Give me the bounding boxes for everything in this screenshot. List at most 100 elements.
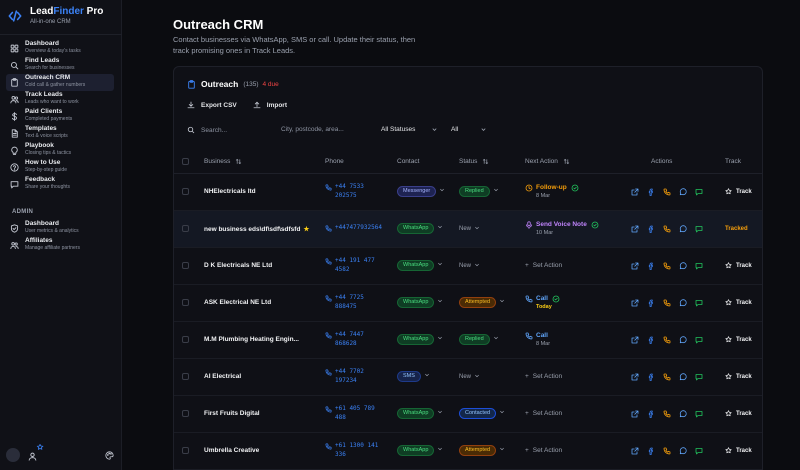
- set-action-button[interactable]: + Set Action: [525, 447, 563, 454]
- palette-icon[interactable]: [105, 451, 114, 460]
- external-link-icon[interactable]: [631, 410, 639, 418]
- message-icon[interactable]: [695, 373, 703, 381]
- contact-method-badge[interactable]: SMS: [397, 371, 421, 382]
- sidebar-item-templates[interactable]: Templates Text & voice scripts: [6, 125, 114, 142]
- phone-icon[interactable]: [663, 373, 671, 381]
- export-csv-button[interactable]: Export CSV: [187, 101, 237, 109]
- facebook-icon[interactable]: [647, 373, 655, 381]
- phone-link[interactable]: +61 1300 141 336: [325, 442, 397, 459]
- message-icon[interactable]: [695, 447, 703, 455]
- location-input[interactable]: City, postcode, area...: [281, 126, 344, 133]
- row-checkbox[interactable]: [182, 188, 189, 195]
- external-link-icon[interactable]: [631, 336, 639, 344]
- type-filter-select[interactable]: All: [451, 126, 487, 133]
- contact-method-badge[interactable]: WhatsApp: [397, 445, 435, 456]
- set-action-button[interactable]: + Set Action: [525, 262, 563, 269]
- message-icon[interactable]: [695, 299, 703, 307]
- sidebar-item-outreach-crm[interactable]: Outreach CRM Cold call & gather numbers: [6, 74, 114, 91]
- next-action[interactable]: Call Today: [525, 295, 621, 310]
- phone-icon[interactable]: [663, 225, 671, 233]
- status-badge[interactable]: New: [459, 263, 472, 269]
- import-button[interactable]: Import: [253, 101, 287, 109]
- message-icon[interactable]: [695, 188, 703, 196]
- column-status[interactable]: Status: [459, 151, 525, 174]
- select-all-checkbox[interactable]: [182, 158, 189, 166]
- sidebar-item-paid-clients[interactable]: Paid Clients Completed payments: [6, 108, 114, 125]
- phone-icon[interactable]: [663, 447, 671, 455]
- whatsapp-icon[interactable]: [679, 187, 687, 196]
- business-name[interactable]: NHElectricals ltd: [204, 188, 256, 195]
- table-row[interactable]: Umbrella Creative +61 1300 141 336 WhatsApp…: [174, 432, 762, 469]
- phone-icon[interactable]: [663, 299, 671, 307]
- business-name[interactable]: ASK Electrical NE Ltd: [204, 299, 272, 306]
- status-badge[interactable]: New: [459, 374, 472, 380]
- track-button[interactable]: Track: [725, 188, 762, 195]
- phone-link[interactable]: +44 7533 202575: [325, 183, 397, 200]
- external-link-icon[interactable]: [631, 262, 639, 270]
- whatsapp-icon[interactable]: [679, 372, 687, 381]
- external-link-icon[interactable]: [631, 447, 639, 455]
- whatsapp-icon[interactable]: [679, 298, 687, 307]
- sidebar-item-dashboard[interactable]: Dashboard Overview & today's tasks: [6, 40, 114, 57]
- facebook-icon[interactable]: [647, 225, 655, 233]
- contact-method-badge[interactable]: WhatsApp: [397, 297, 435, 308]
- next-action[interactable]: Call 8 Mar: [525, 332, 621, 347]
- phone-link[interactable]: +44 7447 868628: [325, 331, 397, 348]
- row-checkbox[interactable]: [182, 447, 189, 454]
- sidebar-item-dashboard[interactable]: Dashboard User metrics & analytics: [6, 220, 114, 237]
- status-badge[interactable]: New: [459, 226, 472, 232]
- phone-link[interactable]: +447477932564: [325, 224, 397, 233]
- phone-icon[interactable]: [663, 188, 671, 196]
- contact-method-badge[interactable]: WhatsApp: [397, 260, 435, 271]
- message-icon[interactable]: [695, 225, 703, 233]
- phone-link[interactable]: +44 7702 197234: [325, 368, 397, 385]
- phone-icon[interactable]: [663, 262, 671, 270]
- next-action[interactable]: Follow-up 8 Mar: [525, 184, 621, 199]
- business-name[interactable]: D K Electricals NE Ltd: [204, 262, 273, 269]
- message-icon[interactable]: [695, 410, 703, 418]
- facebook-icon[interactable]: [647, 447, 655, 455]
- set-action-button[interactable]: + Set Action: [525, 410, 563, 417]
- row-checkbox[interactable]: [182, 262, 189, 269]
- table-row[interactable]: AI Electrical +44 7702 197234 SMS New + Set Ac…: [174, 358, 762, 395]
- contact-method-badge[interactable]: WhatsApp: [397, 223, 435, 234]
- business-name[interactable]: AI Electrical: [204, 373, 242, 380]
- business-name[interactable]: Umbrella Creative: [204, 447, 260, 454]
- table-row[interactable]: D K Electricals NE Ltd +44 191 477 4582 Wha…: [174, 247, 762, 284]
- set-action-button[interactable]: + Set Action: [525, 373, 563, 380]
- status-badge[interactable]: Contacted: [459, 408, 497, 419]
- row-checkbox[interactable]: [182, 410, 189, 417]
- external-link-icon[interactable]: [631, 188, 639, 196]
- phone-link[interactable]: +61 405 789 488: [325, 405, 397, 422]
- facebook-icon[interactable]: [647, 336, 655, 344]
- contact-method-badge[interactable]: WhatsApp: [397, 334, 435, 345]
- track-button[interactable]: Track: [725, 299, 762, 306]
- whatsapp-icon[interactable]: [679, 335, 687, 344]
- track-button[interactable]: Track: [725, 447, 762, 454]
- table-row[interactable]: M.M Plumbing Heating Engin... +44 7447 868…: [174, 321, 762, 358]
- message-icon[interactable]: [695, 336, 703, 344]
- business-name[interactable]: First Fruits Digital: [204, 410, 260, 417]
- table-row[interactable]: NHElectricals ltd +44 7533 202575 Messenger…: [174, 173, 762, 210]
- facebook-icon[interactable]: [647, 410, 655, 418]
- table-row[interactable]: ASK Electrical NE Ltd +44 7725 888475 Whats…: [174, 284, 762, 321]
- whatsapp-icon[interactable]: [679, 409, 687, 418]
- search-input[interactable]: Search...: [187, 126, 227, 134]
- status-badge[interactable]: Attempted: [459, 445, 497, 456]
- track-button[interactable]: Track: [725, 336, 762, 343]
- row-checkbox[interactable]: [182, 225, 189, 232]
- status-badge[interactable]: Replied: [459, 334, 490, 345]
- status-filter-select[interactable]: All Statuses: [381, 126, 438, 133]
- whatsapp-icon[interactable]: [679, 446, 687, 455]
- phone-link[interactable]: +44 191 477 4582: [325, 257, 397, 274]
- row-checkbox[interactable]: [182, 373, 189, 380]
- row-checkbox[interactable]: [182, 299, 189, 306]
- phone-link[interactable]: +44 7725 888475: [325, 294, 397, 311]
- status-badge[interactable]: Replied: [459, 186, 490, 197]
- whatsapp-icon[interactable]: [679, 261, 687, 270]
- business-name[interactable]: M.M Plumbing Heating Engin...: [204, 336, 299, 343]
- phone-icon[interactable]: [663, 410, 671, 418]
- track-button[interactable]: Track: [725, 410, 762, 417]
- external-link-icon[interactable]: [631, 225, 639, 233]
- sidebar-item-affiliates[interactable]: Affiliates Manage affiliate partners: [6, 237, 114, 254]
